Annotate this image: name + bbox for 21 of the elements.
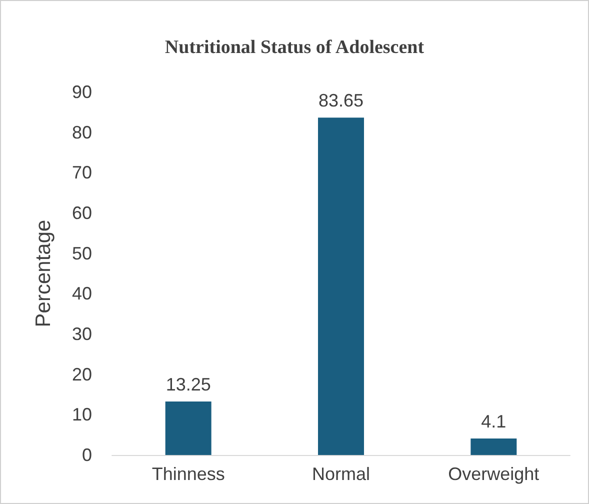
bar — [165, 402, 212, 455]
y-tick-label: 50 — [72, 243, 92, 264]
x-tick-label: Overweight — [448, 464, 540, 484]
y-tick-label: 20 — [72, 364, 92, 384]
x-tick-label: Thinness — [152, 464, 225, 484]
y-tick-label: 70 — [72, 162, 92, 183]
y-tick-label: 60 — [72, 203, 92, 223]
data-label: 83.65 — [318, 90, 364, 111]
chart-title: Nutritional Status of Adolescent — [164, 37, 425, 58]
x-tick-label: Normal — [312, 464, 370, 484]
data-label: 4.1 — [481, 411, 506, 432]
y-tick-label: 80 — [72, 122, 92, 142]
data-label: 13.25 — [166, 374, 211, 395]
bar — [470, 438, 517, 455]
y-tick-label: 30 — [72, 324, 92, 344]
y-tick-label: 0 — [82, 445, 92, 465]
y-tick-label: 40 — [72, 284, 92, 304]
y-tick-label: 90 — [72, 82, 92, 102]
bar — [318, 118, 364, 455]
y-tick-label: 10 — [72, 404, 92, 425]
y-axis-title: Percentage — [32, 220, 55, 328]
